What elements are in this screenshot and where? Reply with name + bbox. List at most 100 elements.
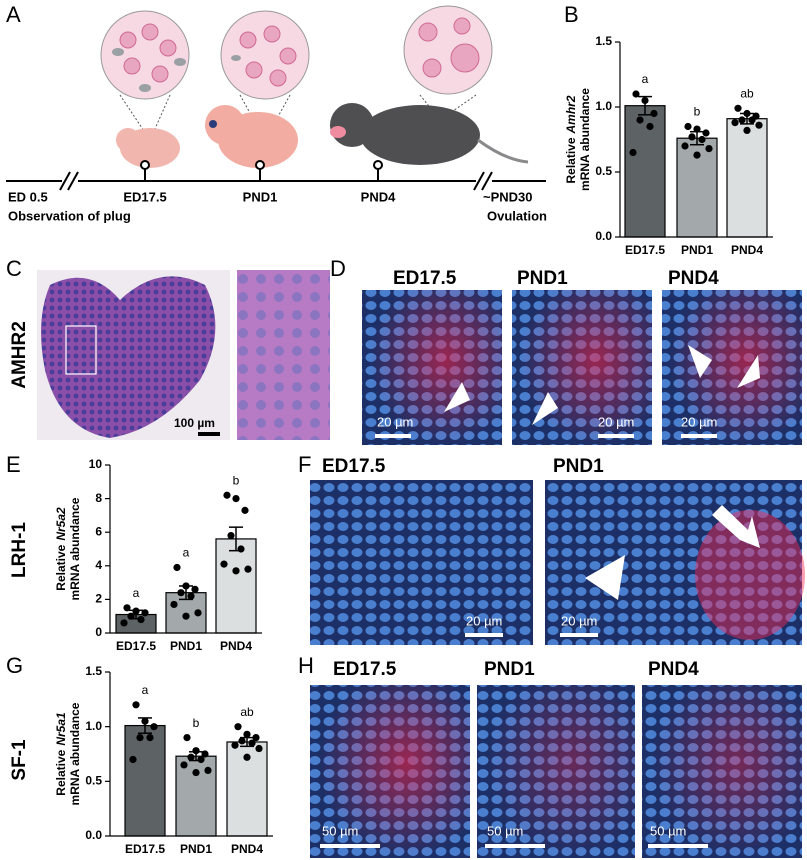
data-point	[702, 129, 710, 137]
timeline-note: Ovulation	[487, 208, 547, 223]
data-point	[141, 609, 149, 617]
scale-label: 50 µm	[487, 823, 523, 838]
panel-letter: C	[6, 256, 22, 281]
data-point	[132, 607, 140, 615]
x-tick-label: PND4	[220, 639, 252, 653]
bar	[726, 118, 768, 238]
timeline-label: ED 0.5	[8, 189, 48, 204]
data-point	[734, 104, 742, 112]
data-point	[187, 753, 195, 761]
data-point	[743, 109, 751, 118]
data-point	[146, 734, 154, 742]
data-point	[248, 739, 256, 747]
data-point	[705, 145, 713, 153]
bar	[215, 538, 257, 634]
data-point	[748, 116, 756, 124]
zoom-box	[65, 325, 97, 375]
data-point	[693, 125, 701, 133]
data-point	[231, 741, 239, 749]
scale-label: 50 µm	[322, 823, 358, 838]
timeline-label: ED17.5	[123, 189, 166, 204]
data-point	[141, 717, 149, 725]
data-point	[192, 768, 200, 777]
panel-title: PND1	[553, 456, 604, 477]
data-point	[194, 609, 202, 617]
panel-title: PND4	[648, 659, 699, 680]
data-point	[201, 750, 209, 758]
y-axis-label: Relative Amhr2	[564, 95, 578, 183]
data-point	[192, 747, 200, 755]
data-point	[191, 585, 199, 593]
micrographs	[310, 685, 802, 858]
data-point	[204, 766, 212, 775]
row-label: LRH-1	[9, 522, 30, 578]
y-axis-label-gene: Nr5a2	[54, 507, 68, 541]
significance-letter: b	[233, 473, 240, 487]
x-tick-label: PND1	[681, 243, 713, 257]
y-tick-label: 1.5	[595, 34, 612, 48]
data-point	[243, 753, 251, 761]
y-tick-label: 0.5	[85, 774, 102, 788]
timeline-label: PND4	[361, 189, 396, 204]
data-point	[173, 563, 181, 572]
significance-letter: ab	[740, 86, 754, 100]
panel-title: ED17.5	[393, 268, 457, 289]
panel-title: ED17.5	[322, 456, 386, 477]
significance-letter: b	[193, 716, 200, 730]
timeline-label: PND1	[243, 189, 278, 204]
data-point	[123, 604, 131, 612]
micrographs	[310, 480, 805, 645]
scale-label: 20 µm	[681, 414, 717, 429]
panel-letter: D	[330, 256, 346, 281]
data-point	[132, 701, 140, 709]
data-point	[641, 96, 649, 105]
data-point	[755, 121, 763, 129]
data-point	[243, 730, 251, 738]
y-axis-label-text: Relative	[54, 544, 68, 590]
y-axis-label: Relative Nr5a1	[54, 712, 68, 796]
data-point	[137, 615, 145, 624]
data-point	[220, 560, 228, 568]
timeline-note: Observation of plug	[8, 208, 131, 223]
significance-letter: b	[694, 105, 701, 119]
data-point	[688, 133, 696, 141]
panel-letter: F	[298, 452, 311, 477]
data-point	[238, 737, 246, 745]
x-tick-label: PND4	[731, 243, 763, 257]
y-tick-label: 4	[95, 558, 102, 572]
data-point	[681, 142, 689, 150]
y-tick-label: 6	[95, 524, 102, 538]
timeline	[6, 160, 546, 191]
panel-title: PND1	[517, 268, 568, 289]
data-point	[223, 491, 231, 499]
data-point	[684, 122, 692, 131]
scale-bar	[198, 432, 220, 436]
data-point	[629, 148, 637, 157]
panel-letter: B	[564, 2, 579, 27]
y-tick-label: 1.0	[595, 99, 612, 113]
scale-label: 20 µm	[598, 414, 634, 429]
data-point	[237, 545, 245, 553]
y-tick-label: 0.0	[85, 828, 102, 842]
significance-letter: a	[183, 546, 190, 560]
y-tick-label: 0	[95, 625, 102, 639]
data-point	[636, 116, 644, 124]
data-point	[738, 116, 746, 124]
timeline-label: ~PND30	[483, 189, 533, 204]
data-point	[182, 582, 190, 590]
y-axis-label: mRNA abundance	[578, 88, 592, 191]
data-point	[197, 755, 205, 764]
y-axis-label-text: Relative	[564, 137, 578, 183]
data-point	[241, 506, 249, 514]
y-axis-label-gene: Amhr2	[564, 95, 578, 134]
tissue	[41, 276, 216, 438]
panel-letter: H	[298, 653, 314, 678]
bar	[624, 105, 666, 238]
data-point	[136, 734, 144, 742]
y-axis-label-gene: Nr5a1	[54, 712, 68, 746]
data-point	[693, 151, 701, 159]
y-axis-label: Relative Nr5a2	[54, 507, 68, 591]
row-label: AMHR2	[9, 321, 30, 389]
scale-label: 50 µm	[650, 823, 686, 838]
y-tick-label: 1.0	[85, 719, 102, 733]
